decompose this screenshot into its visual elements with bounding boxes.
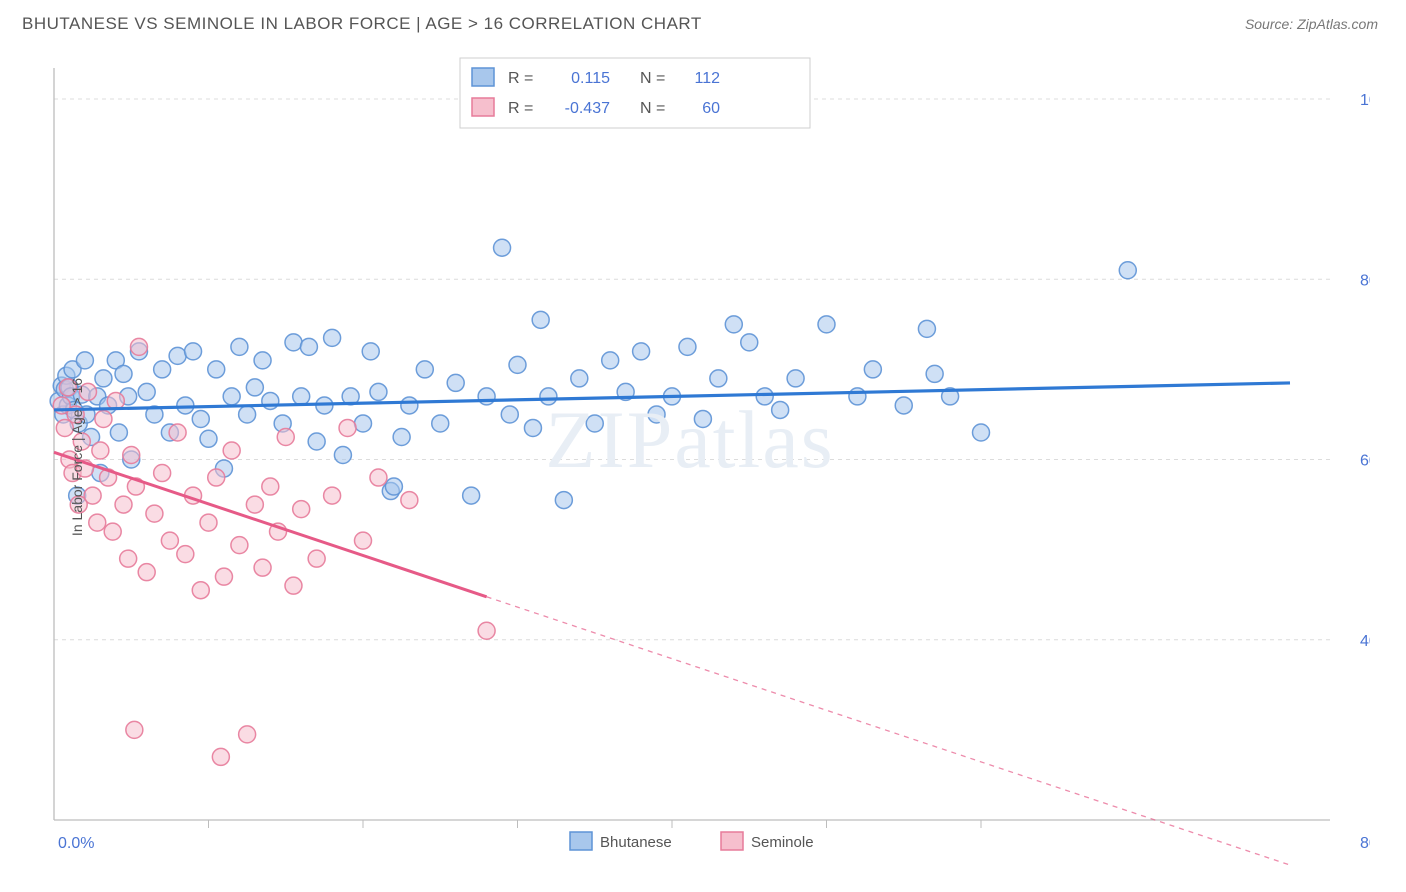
svg-text:R =: R = xyxy=(508,70,533,87)
chart-container: In Labor Force | Age > 16 ZIPatlas 40.0%… xyxy=(10,42,1370,872)
svg-text:60: 60 xyxy=(702,100,720,117)
svg-text:0.0%: 0.0% xyxy=(58,835,94,852)
svg-text:40.0%: 40.0% xyxy=(1360,633,1370,650)
scatter-chart: 40.0% 60.0% 80.0% 100.0% 0.0% 80.0% R = 0.115 N … xyxy=(10,42,1370,872)
svg-text:80.0%: 80.0% xyxy=(1360,272,1370,289)
svg-text:R =: R = xyxy=(508,100,533,117)
chart-source: Source: ZipAtlas.com xyxy=(1245,16,1378,32)
svg-text:80.0%: 80.0% xyxy=(1360,835,1370,852)
svg-text:112: 112 xyxy=(694,70,720,87)
chart-header: BHUTANESE VS SEMINOLE IN LABOR FORCE | A… xyxy=(0,0,1406,42)
svg-text:60.0%: 60.0% xyxy=(1360,453,1370,470)
svg-text:0.115: 0.115 xyxy=(571,70,610,87)
svg-text:100.0%: 100.0% xyxy=(1360,92,1370,109)
chart-title: BHUTANESE VS SEMINOLE IN LABOR FORCE | A… xyxy=(22,14,702,34)
svg-text:Bhutanese: Bhutanese xyxy=(600,834,672,851)
svg-text:Seminole: Seminole xyxy=(751,834,814,851)
svg-text:N =: N = xyxy=(640,100,665,117)
y-axis-label: In Labor Force | Age > 16 xyxy=(69,378,85,536)
svg-text:-0.437: -0.437 xyxy=(565,100,610,117)
svg-text:N =: N = xyxy=(640,70,665,87)
